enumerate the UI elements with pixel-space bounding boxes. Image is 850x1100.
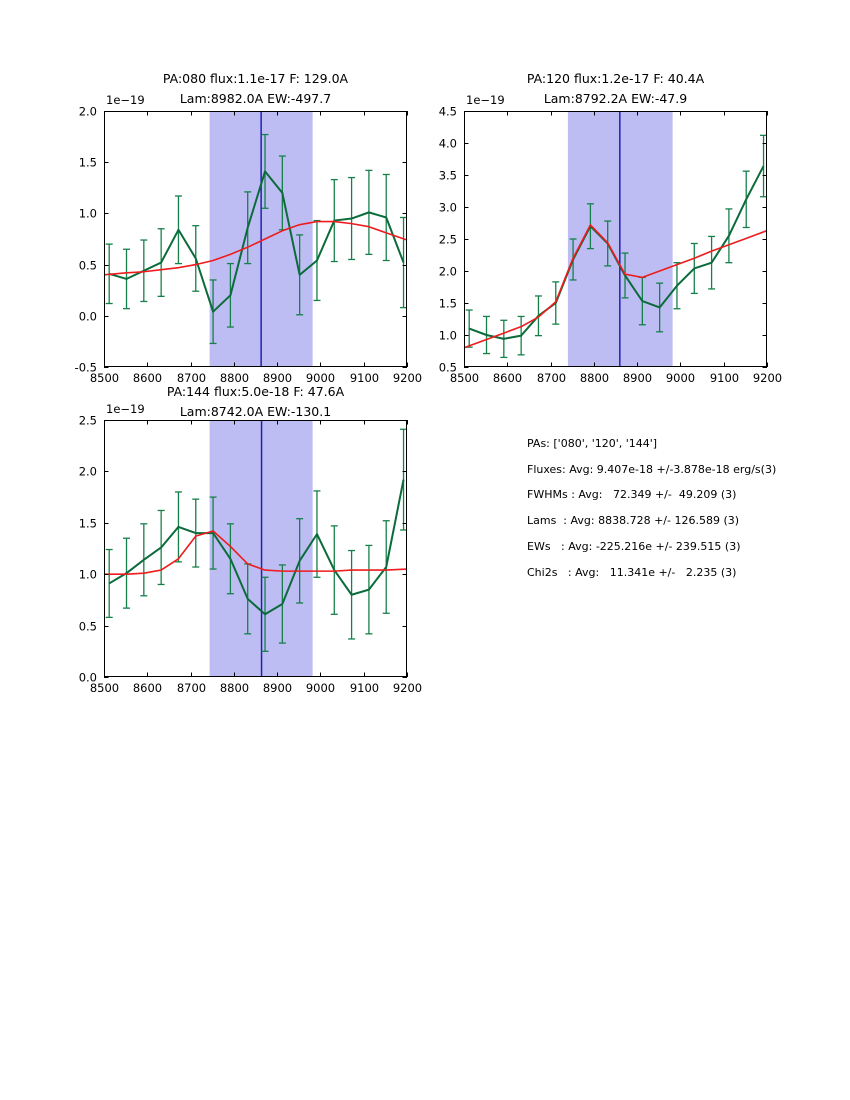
x-tick-label: 9000 [666,371,695,385]
fit-line [103,220,408,276]
axes-frame [104,111,407,367]
y-tick-label: 3.5 [439,169,457,183]
x-tick-label: 8600 [493,371,522,385]
stats-line-ews: EWs : Avg: -225.216e +/- 239.515 (3) [527,539,741,553]
plot2-title-line2: Lam:8792.2A EW:-47.9 [543,91,688,106]
plot3-axes: 8500 8600 8700 8800 8900 9000 9100 9200 0.0 0.5 1.… [79,414,422,696]
y-tick-label: 4.0 [439,137,457,151]
y-tick-label: 0.0 [79,310,97,324]
y-tick-label: 2.0 [79,465,97,479]
plot3-y-offset-label: 1e−19 [106,402,145,416]
y-tick-label: 4.5 [439,105,457,119]
y-tick-label: 1.5 [79,517,97,531]
y-tick-label: 3.0 [439,201,457,215]
y-tick-label: 2.0 [79,105,97,119]
y-tick-label: -0.5 [75,361,97,375]
stats-line-fwhms: FWHMs : Avg: 72.349 +/- 49.209 (3) [527,488,737,502]
data-line [108,479,405,616]
data-line [108,170,405,313]
x-tick-label: 8700 [177,371,206,385]
plot1-title-line1: PA:080 flux:1.1e-17 F: 129.0A [162,71,349,86]
x-tick-label: 9100 [350,371,379,385]
x-tick-label: 9000 [306,681,335,695]
y-tick-label: 1.5 [439,297,457,311]
x-tick-label: 8800 [220,681,249,695]
y-tick-label: 0.5 [79,620,97,634]
stats-panel: PAs: ['080', '120', '144'] Fluxes: Avg: … [527,431,776,585]
x-tick-label: 8700 [177,681,206,695]
x-tick-label: 9200 [753,371,782,385]
y-tick-label: 0.0 [79,671,97,685]
stats-line-pas: PAs: ['080', '120', '144'] [527,437,658,450]
stats-line-lams: Lams : Avg: 8838.728 +/- 126.589 (3) [527,514,740,528]
plot3-title-line1: PA:144 flux:5.0e-18 F: 47.6A [166,384,345,399]
y-tick-label: 2.0 [439,265,457,279]
x-tick-label: 9100 [350,681,379,695]
y-tick-label: 1.0 [439,329,457,343]
x-tick-label: 8600 [133,371,162,385]
x-tick-label: 9100 [710,371,739,385]
y-tick-label: 1.5 [79,156,97,170]
plot2-title: PA:120 flux:1.2e-17 F: 40.4A Lam:8792.2A… [464,69,767,109]
y-tick-label: 1.0 [79,568,97,582]
stats-line-fluxes: Fluxes: Avg: 9.407e-18 +/-3.878e-18 erg/… [527,462,777,476]
x-tick-label: 8500 [90,681,119,695]
x-tick-label: 8800 [220,371,249,385]
plot1-title-line2: Lam:8982.0A EW:-497.7 [179,91,332,106]
fit-line [104,530,408,575]
plot3-title-line2: Lam:8742.0A EW:-130.1 [179,404,332,419]
x-tick-label: 8900 [623,371,652,385]
stats-line-chi2s: Chi2s : Avg: 11.341e +/- 2.235 (3) [527,565,737,579]
x-tick-label: 8900 [263,681,292,695]
plot1-y-offset-label: 1e−19 [106,93,145,107]
x-tick-label: 8900 [263,371,292,385]
x-tick-label: 9000 [306,371,335,385]
x-tick-label: 9200 [393,371,422,385]
x-tick-label: 8600 [133,681,162,695]
x-tick-label: 9200 [393,681,422,695]
y-tick-label: 0.5 [439,361,457,375]
axes-frame [104,420,407,677]
plot2-axes: 8500 8600 8700 8800 8900 9000 9100 9200 0.5 1.0 1.… [439,105,782,386]
plot1-title: PA:080 flux:1.1e-17 F: 129.0A Lam:8982.0… [104,69,407,109]
y-tick-label: 0.5 [79,259,97,273]
fit-line [463,224,768,349]
plot3-title: PA:144 flux:5.0e-18 F: 47.6A Lam:8742.0A… [104,382,407,422]
y-tick-label: 1.0 [79,207,97,221]
x-tick-label: 8800 [580,371,609,385]
y-tick-label: 2.5 [79,414,97,428]
plot2-title-line1: PA:120 flux:1.2e-17 F: 40.4A [526,71,705,86]
x-tick-label: 8700 [537,371,566,385]
y-tick-label: 2.5 [439,233,457,247]
x-tick-label: 8500 [90,371,119,385]
plot1-axes: 8500 8600 8700 8800 8900 9000 9100 9200 -0.5 0.0 0… [75,105,423,386]
plot2-y-offset-label: 1e−19 [466,93,505,107]
x-tick-label: 8500 [450,371,479,385]
